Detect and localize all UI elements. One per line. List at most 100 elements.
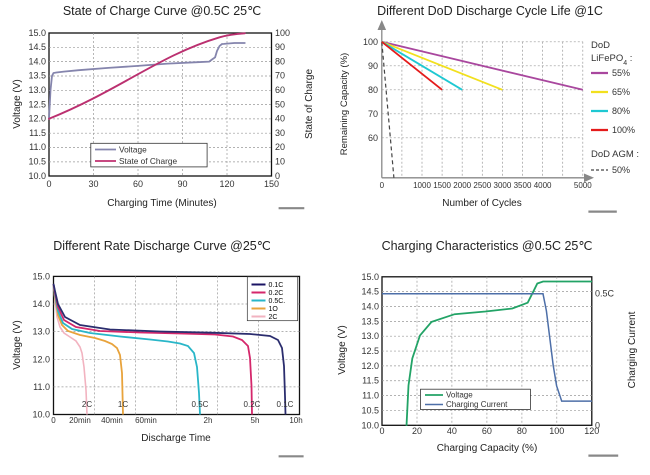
svg-text:20: 20 <box>412 426 422 436</box>
svg-text:13.0: 13.0 <box>28 85 46 95</box>
svg-text:10.0: 10.0 <box>28 171 46 181</box>
svg-text:0: 0 <box>380 181 385 190</box>
svg-text:13.5: 13.5 <box>28 71 46 81</box>
svg-text:30: 30 <box>88 179 98 189</box>
svg-text:120: 120 <box>219 179 234 189</box>
svg-text:0.1C: 0.1C <box>277 400 294 409</box>
svg-text:100: 100 <box>275 28 290 38</box>
svg-text:13.5: 13.5 <box>361 316 379 326</box>
svg-text:12.0: 12.0 <box>28 114 46 124</box>
svg-text:0.2C: 0.2C <box>269 290 284 297</box>
svg-text:90: 90 <box>275 42 285 52</box>
svg-text:10.5: 10.5 <box>361 406 379 416</box>
svg-text:0.2C: 0.2C <box>244 400 261 409</box>
svg-text:13.0: 13.0 <box>361 331 379 341</box>
svg-text:40: 40 <box>447 426 457 436</box>
svg-text:10h: 10h <box>289 416 302 425</box>
svg-text:60min: 60min <box>135 416 157 425</box>
svg-text:Charging Characteristics @0.5C: Charging Characteristics @0.5C 25℃ <box>382 239 593 253</box>
svg-text:80%: 80% <box>612 106 630 116</box>
svg-text:5h: 5h <box>251 416 260 425</box>
svg-text:Remaining Capacity (%): Remaining Capacity (%) <box>339 53 350 155</box>
svg-text:12.5: 12.5 <box>28 99 46 109</box>
svg-text:12.0: 12.0 <box>361 361 379 371</box>
svg-text:5000: 5000 <box>574 181 592 190</box>
svg-text:14.0: 14.0 <box>28 56 46 66</box>
svg-text:10.0: 10.0 <box>361 421 379 431</box>
svg-text:State of Charge: State of Charge <box>304 69 315 139</box>
svg-text:1000: 1000 <box>413 181 431 190</box>
svg-text:2500: 2500 <box>473 181 491 190</box>
svg-text:DoD AGM :: DoD AGM : <box>591 149 639 160</box>
svg-text:65%: 65% <box>612 87 630 97</box>
svg-text:15.0: 15.0 <box>32 272 50 282</box>
svg-text:60: 60 <box>368 133 378 143</box>
svg-text:Charging Current: Charging Current <box>446 400 508 409</box>
svg-text:Voltage: Voltage <box>119 144 147 154</box>
svg-text:2C: 2C <box>269 314 278 321</box>
svg-text:90: 90 <box>368 61 378 71</box>
svg-text:90: 90 <box>177 179 187 189</box>
svg-text:100: 100 <box>363 37 378 47</box>
svg-text:100%: 100% <box>612 125 635 135</box>
svg-text:4000: 4000 <box>534 181 552 190</box>
svg-text:DoD: DoD <box>591 40 610 51</box>
svg-text:12.5: 12.5 <box>361 346 379 356</box>
svg-text:2000: 2000 <box>453 181 471 190</box>
svg-text:1O: 1O <box>269 306 279 313</box>
svg-text:14.5: 14.5 <box>361 287 379 297</box>
svg-text:Different DoD Discharge Cycle: Different DoD Discharge Cycle Life @1C <box>377 4 603 18</box>
svg-text:0: 0 <box>275 171 280 181</box>
svg-text:0.5C: 0.5C <box>595 289 615 299</box>
svg-text:11.0: 11.0 <box>29 142 46 152</box>
svg-text:Charging Current: Charging Current <box>627 311 638 388</box>
svg-text:100: 100 <box>549 426 564 436</box>
svg-text:20min: 20min <box>69 416 91 425</box>
svg-text:Voltage: Voltage <box>446 391 473 400</box>
svg-text:12.0: 12.0 <box>32 354 50 364</box>
svg-text:14.0: 14.0 <box>361 302 379 312</box>
svg-text:11.0: 11.0 <box>33 382 50 392</box>
svg-text:1500: 1500 <box>433 181 451 190</box>
svg-text:70: 70 <box>368 109 378 119</box>
svg-text:2C: 2C <box>82 400 92 409</box>
svg-text:0: 0 <box>51 416 56 425</box>
svg-text:1C: 1C <box>118 400 128 409</box>
svg-text:0.1C: 0.1C <box>269 282 284 289</box>
svg-text:Charging Time (Minutes): Charging Time (Minutes) <box>107 198 216 209</box>
svg-text:State of Charge: State of Charge <box>119 156 178 166</box>
svg-text:2h: 2h <box>204 416 213 425</box>
svg-text:0.5C.: 0.5C. <box>269 298 286 305</box>
svg-text:80: 80 <box>275 56 285 66</box>
svg-text:14.5: 14.5 <box>28 42 46 52</box>
svg-text:0: 0 <box>46 179 51 189</box>
svg-text:Discharge Time: Discharge Time <box>141 433 211 444</box>
svg-text:80: 80 <box>368 85 378 95</box>
svg-text:13.0: 13.0 <box>32 327 50 337</box>
svg-text:Voltage (V): Voltage (V) <box>12 320 23 369</box>
svg-text:60: 60 <box>133 179 143 189</box>
svg-text:State of Charge Curve @0.5C 25: State of Charge Curve @0.5C 25℃ <box>63 4 261 18</box>
svg-text:Number of Cycles: Number of Cycles <box>442 198 521 209</box>
svg-text:Charging Capacity (%): Charging Capacity (%) <box>437 443 538 454</box>
svg-text:0: 0 <box>379 426 384 436</box>
svg-text:11.5: 11.5 <box>29 128 46 138</box>
svg-text:11.0: 11.0 <box>362 391 379 401</box>
svg-text:11.5: 11.5 <box>362 376 379 386</box>
svg-text:Voltage (V): Voltage (V) <box>12 79 23 128</box>
svg-text:0.5C: 0.5C <box>192 400 209 409</box>
svg-text:Voltage (V): Voltage (V) <box>337 325 348 374</box>
svg-text:40min: 40min <box>101 416 123 425</box>
svg-text:LiFePO4 :: LiFePO4 : <box>591 53 632 67</box>
svg-text:30: 30 <box>275 128 285 138</box>
svg-text:Different Rate Discharge Curve: Different Rate Discharge Curve @25℃ <box>53 239 271 253</box>
svg-text:70: 70 <box>275 71 285 81</box>
svg-text:15.0: 15.0 <box>361 272 379 282</box>
svg-text:10.5: 10.5 <box>28 157 46 167</box>
svg-text:3000: 3000 <box>494 181 512 190</box>
svg-text:10.0: 10.0 <box>32 410 50 420</box>
svg-text:60: 60 <box>275 85 285 95</box>
svg-text:40: 40 <box>275 114 285 124</box>
svg-text:20: 20 <box>275 142 285 152</box>
svg-text:10: 10 <box>275 157 285 167</box>
